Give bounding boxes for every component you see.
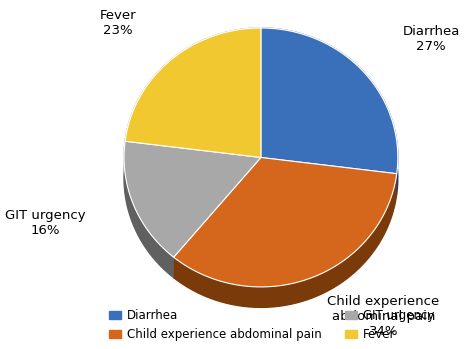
Polygon shape <box>125 28 261 157</box>
Polygon shape <box>173 157 397 307</box>
Polygon shape <box>125 28 261 157</box>
Polygon shape <box>173 157 397 287</box>
Text: Diarrhea
27%: Diarrhea 27% <box>402 25 460 53</box>
Polygon shape <box>124 141 261 257</box>
Polygon shape <box>397 160 398 194</box>
Polygon shape <box>125 28 261 178</box>
Polygon shape <box>124 141 261 278</box>
Polygon shape <box>173 174 397 307</box>
Text: GIT urgency
16%: GIT urgency 16% <box>5 209 85 237</box>
Polygon shape <box>261 28 398 174</box>
Legend: Diarrhea, Child experience abdominal pain, GIT urgency, Fever: Diarrhea, Child experience abdominal pai… <box>104 304 439 346</box>
Polygon shape <box>173 157 397 287</box>
Polygon shape <box>261 28 398 174</box>
Polygon shape <box>124 141 261 257</box>
Polygon shape <box>261 28 398 194</box>
Text: Fever
23%: Fever 23% <box>100 9 136 37</box>
Polygon shape <box>124 160 173 278</box>
Text: Child experience
abdominal pain
34%: Child experience abdominal pain 34% <box>328 295 440 338</box>
